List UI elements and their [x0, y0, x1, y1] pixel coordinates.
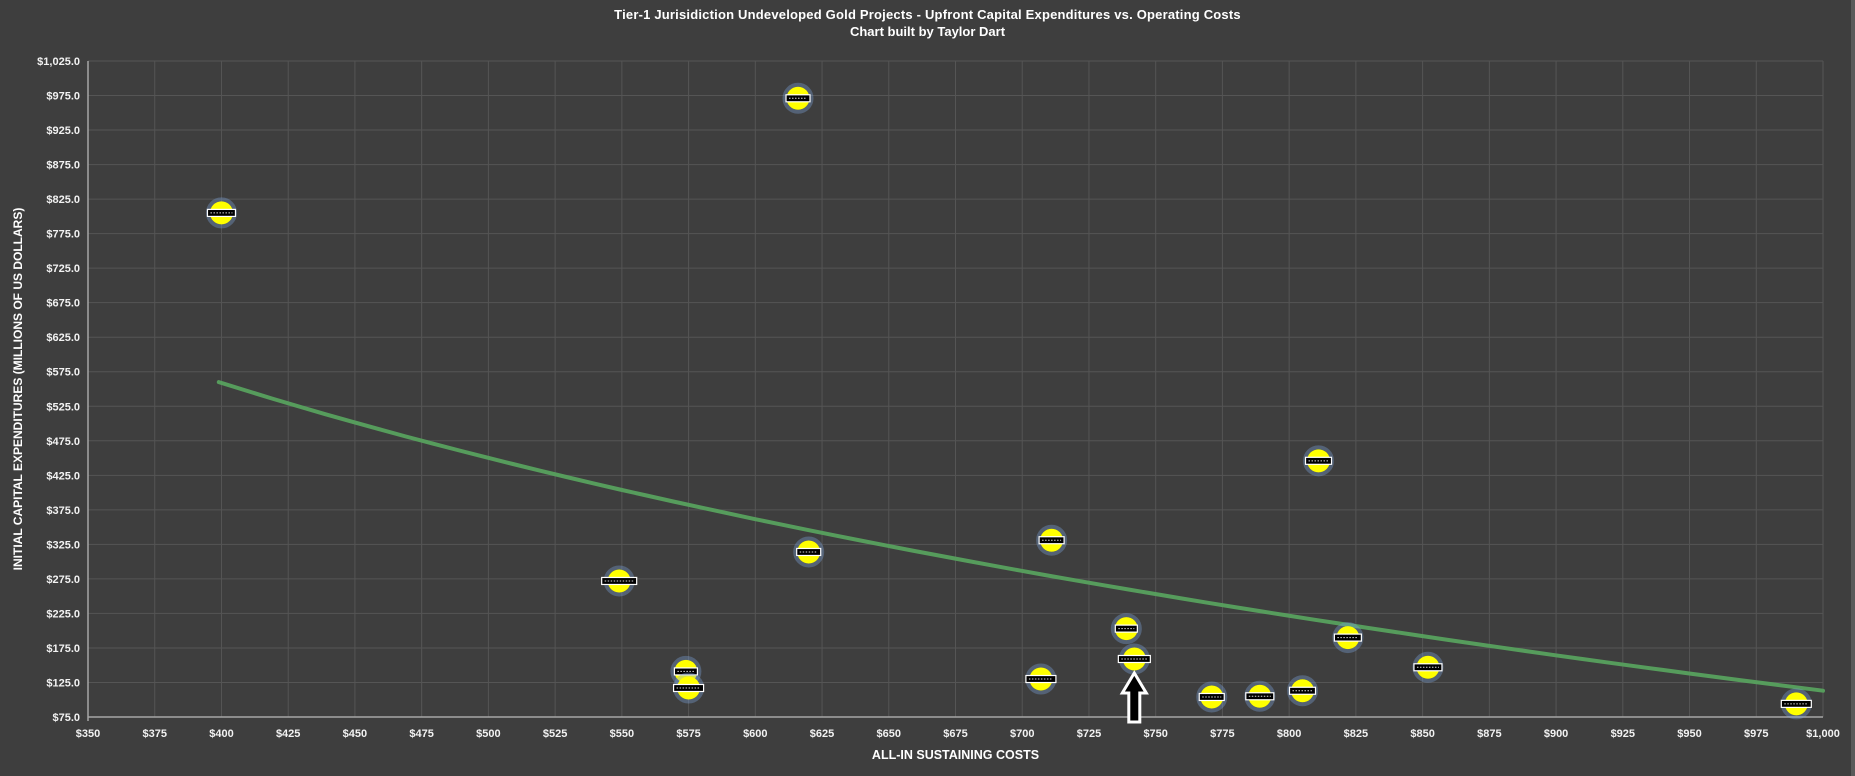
x-tick-label: $400	[209, 728, 233, 740]
up-arrow-annotation	[1119, 670, 1149, 724]
x-tick-label: $575	[676, 728, 700, 740]
x-tick-label: $675	[943, 728, 967, 740]
x-tick-label: $450	[343, 728, 367, 740]
y-tick-label: $375.0	[46, 505, 80, 517]
marker-glow	[1110, 613, 1142, 645]
marker-glow	[1196, 681, 1228, 713]
x-tick-label: $500	[476, 728, 500, 740]
axis-lines	[87, 61, 1823, 721]
data-points	[205, 82, 1812, 720]
annotation-group	[1119, 670, 1149, 724]
window-edge	[1851, 0, 1855, 776]
x-tick-label: $700	[1010, 728, 1034, 740]
x-tick-label: $975	[1744, 728, 1768, 740]
data-point-label-box	[1114, 624, 1138, 633]
x-tick-label: $875	[1477, 728, 1501, 740]
chart-subtitle: Chart built by Taylor Dart	[849, 24, 1006, 39]
x-tick-label: $800	[1277, 728, 1301, 740]
x-tick-label: $375	[142, 728, 166, 740]
x-tick-label: $950	[1677, 728, 1701, 740]
chart-title: Tier-1 Jurisidiction Undeveloped Gold Pr…	[614, 7, 1241, 22]
x-tick-label: $550	[610, 728, 634, 740]
x-tick-label: $1,000	[1806, 728, 1840, 740]
y-tick-label: $675.0	[46, 298, 80, 310]
y-tick-label: $125.0	[46, 677, 80, 689]
x-tick-label: $650	[877, 728, 901, 740]
data-point-label-box	[206, 208, 237, 218]
y-tick-label: $625.0	[46, 332, 80, 344]
y-tick-label: $525.0	[46, 401, 80, 413]
y-tick-label: $875.0	[46, 160, 80, 172]
y-axis-title: INITIAL CAPITAL EXPENDITURES (MILLIONS O…	[11, 207, 25, 571]
x-tick-label: $425	[276, 728, 300, 740]
y-tick-label: $75.0	[52, 712, 80, 724]
x-tick-label: $900	[1544, 728, 1568, 740]
y-tick-label: $1,025.0	[37, 56, 80, 68]
marker-glow	[782, 82, 814, 114]
x-tick-label: $850	[1410, 728, 1434, 740]
trendline-group	[216, 380, 1825, 693]
y-tick-label: $225.0	[46, 608, 80, 620]
gridlines	[88, 60, 1824, 718]
y-tick-label: $175.0	[46, 643, 80, 655]
x-tick-label: $750	[1143, 728, 1167, 740]
data-point-label-box	[601, 576, 638, 586]
y-tick-label: $725.0	[46, 263, 80, 275]
x-tick-label: $725	[1077, 728, 1101, 740]
y-tick-label: $475.0	[46, 436, 80, 448]
tick-labels: $350 $375 $400 $425 $450 $475 $500 $525 $550 $575…	[37, 56, 1840, 740]
x-tick-label: $775	[1210, 728, 1234, 740]
data-point-label-box	[1413, 663, 1443, 672]
y-tick-label: $275.0	[46, 574, 80, 586]
y-tick-label: $975.0	[46, 91, 80, 103]
y-tick-label: $575.0	[46, 367, 80, 379]
x-tick-label: $475	[409, 728, 433, 740]
data-point-label-box	[1245, 692, 1275, 701]
y-tick-label: $925.0	[46, 125, 80, 137]
y-tick-label: $825.0	[46, 194, 80, 206]
y-tick-label: $325.0	[46, 539, 80, 551]
x-tick-label: $925	[1611, 728, 1635, 740]
marker-glow	[1036, 524, 1068, 556]
marker-glow	[793, 536, 825, 568]
x-tick-label: $350	[76, 728, 100, 740]
x-tick-label: $625	[810, 728, 834, 740]
trendline	[216, 380, 1825, 693]
x-tick-label: $825	[1344, 728, 1368, 740]
x-axis-title: ALL-IN SUSTAINING COSTS	[871, 748, 1040, 762]
y-tick-label: $775.0	[46, 229, 80, 241]
y-tick-label: $425.0	[46, 470, 80, 482]
x-tick-label: $600	[743, 728, 767, 740]
data-point-label-box	[673, 667, 699, 676]
x-tick-label: $525	[543, 728, 567, 740]
